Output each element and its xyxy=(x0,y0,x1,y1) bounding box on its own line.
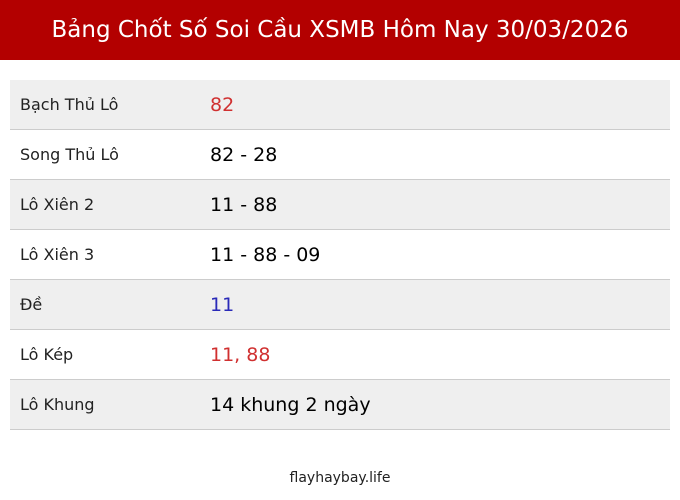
row-value: 14 khung 2 ngày xyxy=(210,379,670,430)
table-row: Bạch Thủ Lô 82 xyxy=(10,80,670,130)
row-value: 11, 88 xyxy=(210,329,670,380)
table-row: Song Thủ Lô 82 - 28 xyxy=(10,129,670,180)
row-label: Lô Khung xyxy=(10,379,210,430)
table-row: Lô Xiên 3 11 - 88 - 09 xyxy=(10,229,670,280)
row-label: Đề xyxy=(10,279,210,330)
header-title: Bảng Chốt Số Soi Cầu XSMB Hôm Nay 30/03/… xyxy=(0,0,680,60)
table-row: Lô Xiên 2 11 - 88 xyxy=(10,179,670,230)
row-value: 11 xyxy=(210,279,670,330)
table-row: Lô Khung 14 khung 2 ngày xyxy=(10,379,670,430)
table-row: Lô Kép 11, 88 xyxy=(10,329,670,380)
row-value: 11 - 88 xyxy=(210,179,670,230)
row-label: Bạch Thủ Lô xyxy=(10,80,210,130)
prediction-table: Bạch Thủ Lô 82 Song Thủ Lô 82 - 28 Lô Xiên 2… xyxy=(10,80,670,430)
row-value: 82 - 28 xyxy=(210,129,670,180)
footer-site: flayhaybay.life xyxy=(289,470,391,486)
row-value: 11 - 88 - 09 xyxy=(210,229,670,280)
row-label: Lô Kép xyxy=(10,329,210,380)
row-value: 82 xyxy=(210,80,670,130)
row-label: Lô Xiên 3 xyxy=(10,229,210,280)
table-row: Đề 11 xyxy=(10,279,670,330)
row-label: Lô Xiên 2 xyxy=(10,179,210,230)
row-label: Song Thủ Lô xyxy=(10,129,210,180)
